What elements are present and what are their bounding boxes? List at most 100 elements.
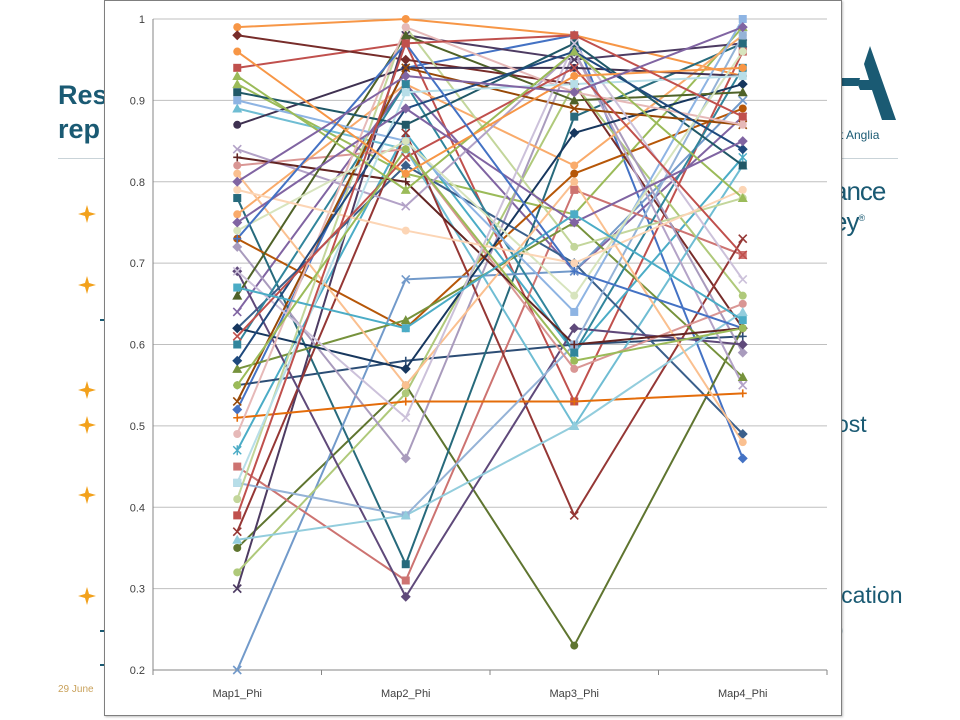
data-point	[738, 234, 748, 244]
data-point	[738, 39, 747, 48]
series-line	[237, 392, 743, 419]
data-point	[737, 144, 748, 155]
data-point	[570, 291, 579, 300]
data-point	[738, 63, 747, 72]
data-point	[738, 15, 747, 23]
series-line	[236, 26, 743, 435]
y-tick-label: 0.5	[130, 421, 145, 433]
data-point	[570, 210, 579, 219]
footer-date: 29 June	[58, 684, 94, 695]
data-point	[400, 591, 411, 602]
x-tick-label: Map2_Phi	[381, 688, 431, 700]
data-point	[738, 95, 748, 105]
data-point	[570, 307, 579, 316]
data-point	[737, 339, 748, 350]
data-point	[738, 291, 747, 300]
data-point	[401, 15, 410, 23]
data-point	[401, 145, 410, 154]
data-point	[401, 356, 410, 365]
data-point	[232, 307, 242, 317]
data-point	[232, 266, 242, 276]
data-point	[232, 527, 242, 537]
data-point	[401, 23, 410, 32]
data-point	[738, 112, 747, 121]
data-point	[570, 267, 579, 276]
data-point	[569, 87, 580, 98]
data-point	[401, 274, 411, 284]
data-point	[400, 363, 411, 374]
data-point	[569, 420, 580, 430]
data-point	[400, 184, 411, 194]
series-line	[236, 50, 744, 362]
series-line	[237, 34, 744, 517]
data-point	[233, 340, 242, 349]
data-point	[570, 112, 579, 121]
series-line	[236, 42, 744, 330]
data-point	[401, 177, 410, 186]
data-point	[738, 31, 747, 40]
data-point	[570, 397, 579, 406]
series-line	[236, 131, 744, 451]
data-point	[738, 324, 747, 333]
x-tick-label: Map1_Phi	[212, 688, 262, 700]
data-point	[738, 161, 747, 170]
data-point	[569, 510, 579, 520]
data-point	[738, 299, 747, 308]
data-point	[570, 340, 579, 349]
data-point	[401, 152, 411, 162]
series-line	[237, 311, 744, 541]
data-point	[232, 363, 243, 373]
data-point	[737, 453, 748, 464]
data-point	[737, 136, 748, 147]
data-point	[233, 234, 242, 243]
series-line	[237, 156, 743, 346]
data-point	[737, 347, 748, 358]
slide-title: Res rep	[58, 78, 108, 146]
data-point	[570, 356, 579, 365]
registered-mark: ®	[858, 213, 865, 223]
series-line	[236, 50, 744, 297]
series-line	[236, 50, 744, 199]
data-point	[400, 54, 411, 65]
y-tick-label: 0.6	[130, 340, 145, 352]
data-point	[400, 103, 411, 114]
data-point	[233, 226, 242, 235]
series-line	[236, 26, 744, 183]
data-point	[569, 46, 580, 56]
slide-title-line-1: Res	[58, 80, 108, 110]
data-point	[738, 250, 748, 260]
data-point	[570, 161, 579, 170]
data-point	[232, 323, 243, 334]
series-line	[236, 34, 744, 516]
series-line	[236, 83, 744, 313]
data-point	[570, 259, 579, 268]
four-point-star-icon	[78, 486, 96, 504]
data-point	[232, 30, 243, 41]
university-logo-icon	[834, 40, 898, 127]
data-point	[569, 95, 580, 105]
data-point	[569, 103, 579, 114]
series-line	[237, 188, 744, 265]
data-point	[737, 22, 748, 33]
data-point	[232, 290, 243, 300]
data-point	[233, 413, 242, 422]
data-point	[570, 71, 579, 80]
data-point	[738, 274, 748, 284]
data-point	[737, 306, 748, 316]
data-point	[400, 453, 411, 464]
series-line	[236, 148, 743, 386]
data-point	[233, 381, 242, 390]
data-point	[401, 137, 410, 146]
data-point	[232, 584, 242, 594]
series-line	[236, 26, 744, 500]
data-point	[737, 193, 748, 203]
data-point	[232, 355, 243, 366]
data-point	[233, 430, 242, 439]
data-point	[401, 128, 411, 138]
series-line	[236, 107, 744, 224]
data-point	[569, 63, 579, 73]
data-point	[401, 389, 410, 398]
data-point	[401, 88, 410, 97]
data-point	[738, 438, 747, 447]
data-point	[233, 283, 242, 292]
